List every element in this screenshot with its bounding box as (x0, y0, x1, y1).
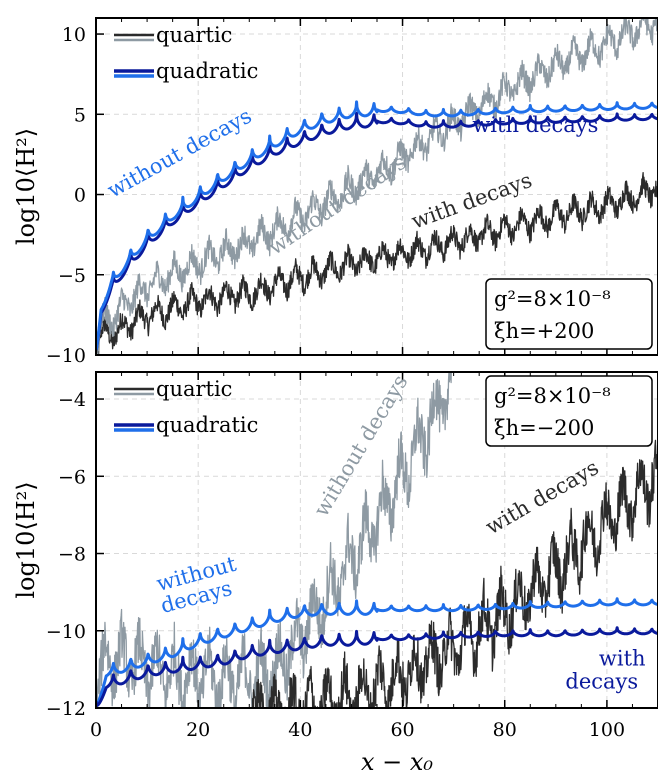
annotation-label: with (599, 647, 646, 671)
annotation-label: with decays (408, 168, 535, 234)
annotation-label: with decays (472, 113, 598, 137)
annotation-label: without decays (103, 104, 255, 203)
y-tick-label: −4 (58, 389, 86, 411)
chart-panel-bottom: −12 −10 −8 −6 −4 log10⟨H²⟩ 0 20 40 60 80 100 x − x₀ q… (12, 371, 658, 776)
y-tick-label: −8 (58, 544, 86, 566)
legend-label: quadratic (156, 413, 258, 437)
series-line-quadratic_without (96, 597, 658, 706)
y-tick-label: −12 (46, 698, 86, 720)
info-box-frame (485, 278, 653, 350)
legend-label: quartic (156, 23, 232, 47)
y-tick-label: 5 (74, 104, 86, 126)
series-group (96, 18, 658, 355)
series-line-quartic_without (96, 18, 658, 355)
series-group (96, 372, 658, 708)
y-tick-label: −10 (46, 621, 86, 643)
x-tick-label: 40 (288, 719, 312, 741)
y-tick-label: 0 (74, 185, 86, 207)
chart-panel-top: −10 −5 0 5 10 log10⟨H²⟩ quartic quadratic g²=8×1… (12, 17, 658, 367)
legend: quartic quadratic (114, 377, 258, 437)
y-tick-label: 10 (62, 24, 86, 46)
info-box: g²=8×10⁻⁸ ξh=+200 (485, 278, 653, 350)
y-tick-label: −6 (58, 466, 86, 488)
legend: quartic quadratic (114, 23, 258, 83)
info-box-line: ξh=−200 (494, 416, 594, 440)
series-line-quadratic_with (96, 111, 658, 351)
info-box: g²=8×10⁻⁸ ξh=−200 (485, 375, 653, 447)
info-box-line: g²=8×10⁻⁸ (494, 287, 611, 311)
series-line-quartic_with (96, 172, 658, 355)
annotation-label: without decays (264, 150, 411, 260)
x-tick-label: 80 (493, 719, 517, 741)
info-box-frame (485, 375, 653, 447)
x-tick-label: 20 (186, 719, 210, 741)
series-line-quadratic_with (96, 626, 658, 707)
info-box-line: ξh=+200 (494, 319, 594, 343)
x-tick-label: 60 (390, 719, 414, 741)
x-tick-label: 0 (90, 719, 102, 741)
annotation-label: decays (565, 670, 638, 694)
legend-label: quartic (156, 377, 232, 401)
annotation-label: with decays (481, 455, 602, 539)
legend-label: quadratic (156, 59, 258, 83)
x-axis-title: x − x₀ (361, 748, 433, 776)
series-line-quartic_with (251, 439, 658, 708)
y-tick-label: −10 (46, 345, 86, 367)
y-tick-label: −5 (58, 265, 86, 287)
x-tick-label: 100 (589, 719, 625, 741)
info-box-line: g²=8×10⁻⁸ (494, 384, 611, 408)
series-line-quadratic_without (96, 100, 658, 351)
y-axis-title: log10⟨H²⟩ (12, 128, 40, 245)
y-axis-title: log10⟨H²⟩ (12, 481, 40, 598)
